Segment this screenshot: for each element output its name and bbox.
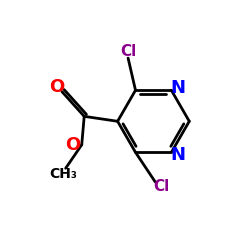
Text: CH₃: CH₃ [49, 168, 77, 181]
Text: Cl: Cl [120, 44, 136, 60]
Text: Cl: Cl [153, 180, 170, 194]
Text: O: O [50, 78, 65, 96]
Text: N: N [170, 79, 185, 97]
Text: N: N [170, 146, 185, 164]
Text: O: O [66, 136, 81, 154]
